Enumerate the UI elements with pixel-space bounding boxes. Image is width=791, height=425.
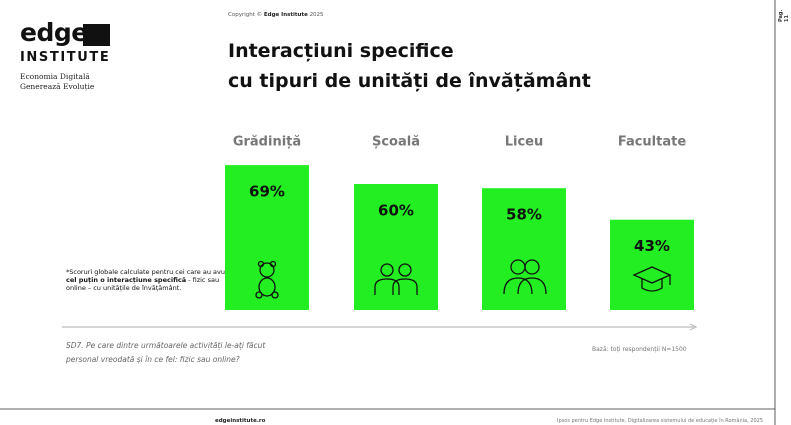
tagline: Economia Digitală [20,72,90,81]
value-label: 43% [634,237,670,255]
base-note: Bază: toți respondenții N=1500 [592,346,687,353]
icon-teens [503,259,547,295]
bar [610,219,694,310]
footer-source: Ipsos pentru Edge Institute, Digitalizar… [557,418,763,424]
tagline: Generează Evoluție [20,82,95,91]
chart-title: Interacțiuni specifice [228,40,454,62]
footer-site: edgeinstitute.ro [215,418,266,424]
footnote-text: *Scoruri globale calculate pentru cei ca… [66,268,228,276]
footnote-text: - fizic sau online – cu unitățile de înv… [66,276,220,292]
footnote-bold: cel puțin o interacțiune specifică [66,276,187,284]
bar [354,184,438,310]
copyright-prefix: Copyright © [228,12,263,18]
logo-box [83,24,110,46]
chart-title: cu tipuri de unități de învățământ [228,70,591,92]
category-label: Grădiniță [233,135,301,150]
logo-word: edge [20,18,88,47]
icon-cap [632,266,672,292]
copyright-year: 2025 [309,12,324,18]
category-label: Școală [372,135,420,150]
bar [225,165,309,310]
icons [255,259,672,299]
arrow-head [689,323,698,331]
question: SD7. Pe care dintre următoarele activită… [66,341,266,350]
question: personal vreodată și în ce fel: fizic sa… [66,355,240,364]
category-label: Facultate [618,135,687,150]
footnote: *Scoruri globale calculate pentru cei ca… [66,268,236,292]
value-label: 69% [249,183,285,201]
icon-kids [374,263,418,295]
copyright-owner: Edge Institute [263,12,308,18]
value-label: 60% [378,202,414,220]
logo-subword: INSTITUTE [20,50,111,65]
icon-teddy [255,260,279,299]
bar [482,188,566,310]
category-label: Liceu [505,135,544,150]
value-label: 58% [506,206,542,224]
copyright: Copyright © Edge Institute 2025 [228,12,324,18]
